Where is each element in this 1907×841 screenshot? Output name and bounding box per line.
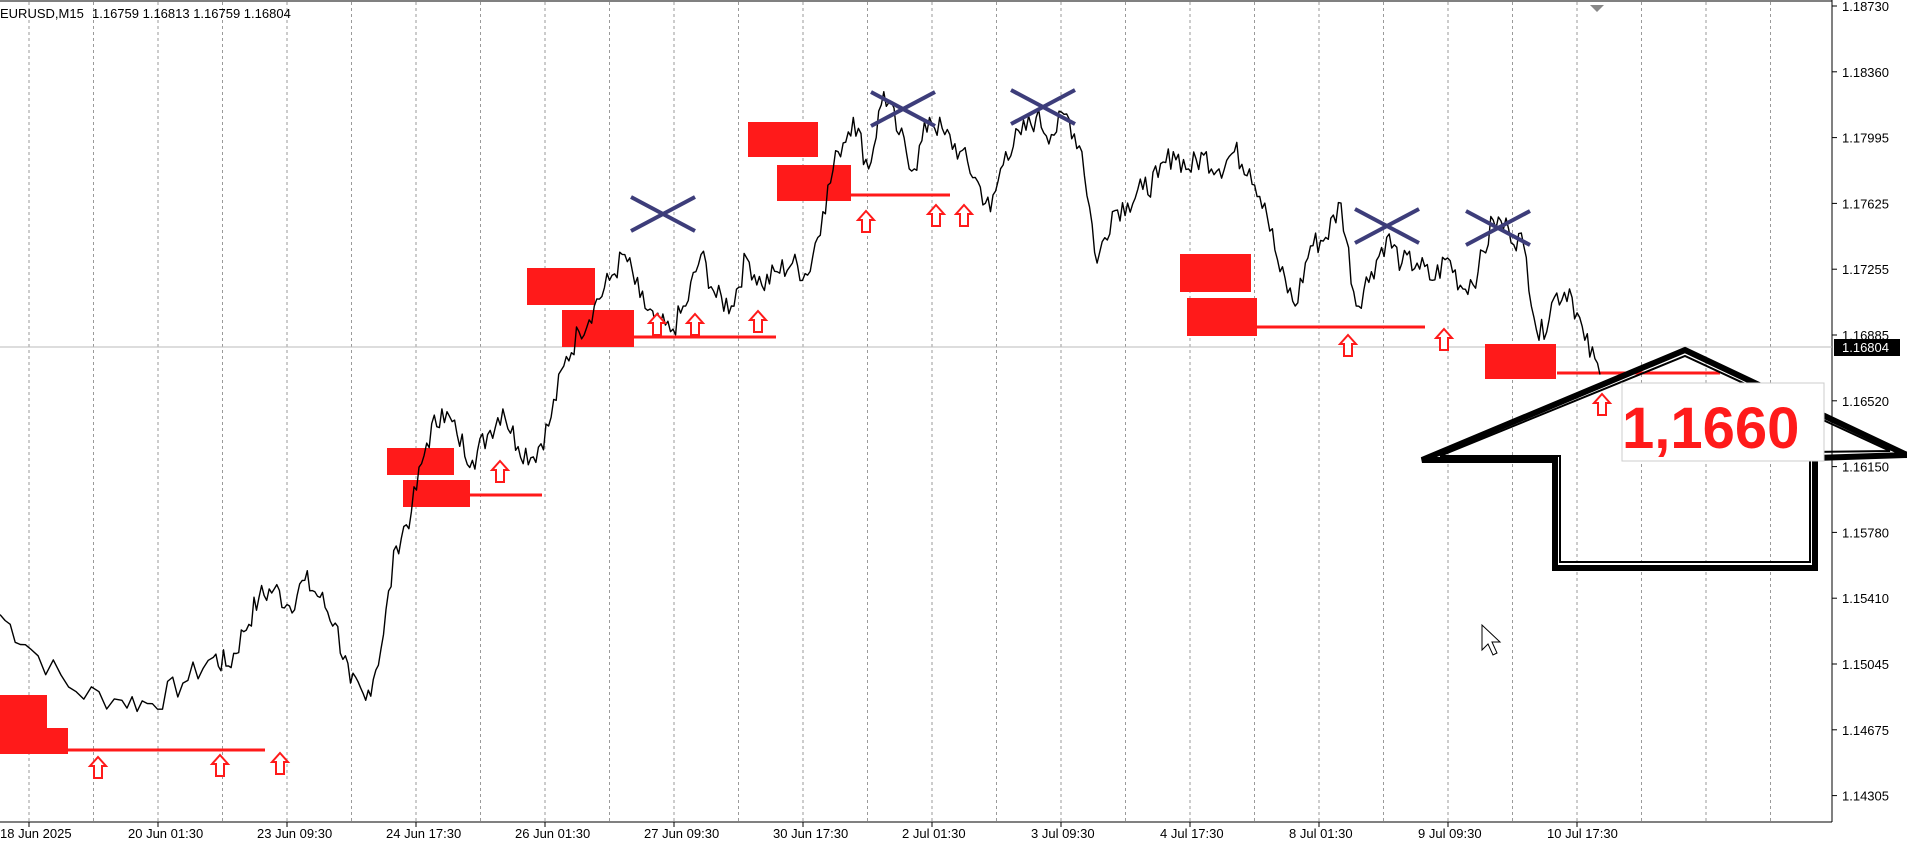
target-price-label: 1,1660: [1622, 396, 1799, 461]
price-tick-label: 1.17255: [1842, 262, 1889, 277]
price-tick-label: 1.17995: [1842, 131, 1889, 146]
current-price-value: 1.16804: [1842, 340, 1889, 355]
up-arrow-icon: [87, 755, 109, 779]
zone-box: [562, 310, 634, 347]
price-tick-label: 1.17625: [1842, 196, 1889, 211]
mouse-cursor-icon: [1481, 623, 1502, 656]
zone-box: [1485, 344, 1556, 379]
time-tick-label: 9 Jul 09:30: [1418, 826, 1482, 841]
price-tick-label: 1.15045: [1842, 657, 1889, 672]
price-tick-label: 1.14305: [1842, 789, 1889, 804]
price-axis: 1.18730 1.18360 1.17995 1.17625 1.17255 1.168…: [1832, 0, 1889, 804]
up-arrow-icon: [646, 312, 668, 336]
up-arrow-icon: [953, 203, 975, 227]
vertical-gridlines: [28, 2, 1771, 822]
zone-box: [0, 695, 47, 728]
up-arrow-icon: [489, 459, 511, 483]
cross-mark-icon: [1354, 207, 1420, 245]
up-arrow-inner-outline: [1439, 354, 1891, 563]
time-tick-label: 30 Jun 17:30: [773, 826, 848, 841]
time-tick-label: 4 Jul 17:30: [1160, 826, 1224, 841]
up-arrow-icon: [269, 751, 291, 775]
signal-arrows: [87, 203, 1613, 779]
up-arrow-icon: [1433, 327, 1455, 351]
zone-box: [387, 448, 454, 475]
price-tick-label: 1.16520: [1842, 394, 1889, 409]
zone-box: [1187, 298, 1257, 336]
time-axis: 18 Jun 2025 20 Jun 01:30 23 Jun 09:30 24 Ju…: [0, 822, 1618, 841]
time-tick-label: 18 Jun 2025: [0, 826, 72, 841]
target-arrow-annotation: 1,1660: [1420, 346, 1907, 571]
time-tick-label: 8 Jul 01:30: [1289, 826, 1353, 841]
price-tick-label: 1.15410: [1842, 591, 1889, 606]
zone-box: [1180, 254, 1251, 292]
time-tick-label: 27 Jun 09:30: [644, 826, 719, 841]
scroll-shift-icon[interactable]: [1590, 5, 1604, 12]
zone-box: [403, 480, 470, 507]
up-arrow-icon: [1591, 392, 1613, 416]
invalidated-level-crosses: [630, 88, 1531, 247]
up-arrow-icon: [209, 753, 231, 777]
current-price-tag: [1834, 339, 1900, 356]
up-arrow-icon: [855, 209, 877, 233]
up-arrow-icon: [747, 309, 769, 333]
zone-box: [748, 122, 818, 157]
symbol-label: EURUSD,M15: [0, 6, 84, 21]
support-lines: [30, 193, 1720, 752]
time-tick-label: 24 Jun 17:30: [386, 826, 461, 841]
price-tick-label: 1.18360: [1842, 65, 1889, 80]
time-tick-label: 26 Jun 01:30: [515, 826, 590, 841]
price-tick-label: 1.14675: [1842, 723, 1889, 738]
cross-mark-icon: [1465, 209, 1531, 247]
up-arrow-icon: [684, 312, 706, 336]
up-arrow-icon: [1337, 333, 1359, 357]
time-tick-label: 20 Jun 01:30: [128, 826, 203, 841]
cross-mark-icon: [1010, 88, 1076, 126]
time-tick-label: 2 Jul 01:30: [902, 826, 966, 841]
price-tick-label: 1.15780: [1842, 525, 1889, 540]
supply-demand-zones: [0, 122, 1556, 754]
cross-mark-icon: [870, 90, 936, 128]
ohlc-values: 1.16759 1.16813 1.16759 1.16804: [92, 6, 291, 21]
time-tick-label: 10 Jul 17:30: [1547, 826, 1618, 841]
zone-box: [527, 268, 595, 305]
cross-mark-icon: [630, 195, 696, 233]
up-arrow-icon: [925, 203, 947, 227]
up-arrow-outline: [1420, 346, 1907, 571]
price-series-line: [0, 90, 1601, 713]
time-tick-label: 23 Jun 09:30: [257, 826, 332, 841]
price-tick-label: 1.18730: [1842, 0, 1889, 14]
target-label-box: [1621, 382, 1825, 462]
price-tick-label: 1.16150: [1842, 460, 1889, 475]
time-tick-label: 3 Jul 09:30: [1031, 826, 1095, 841]
